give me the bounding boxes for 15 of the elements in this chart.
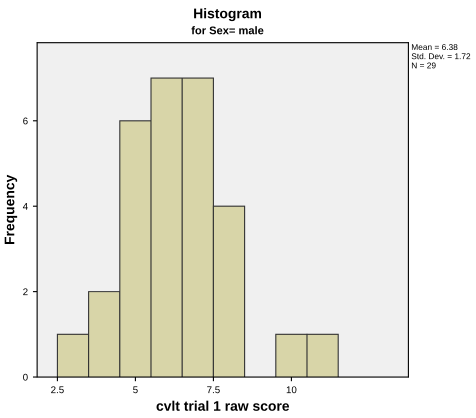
text: Mean = 6.38 [412, 44, 458, 50]
x-tick-label: 7.5 [207, 386, 220, 394]
y-tick-label: 2 [23, 288, 28, 296]
chart-subtitle: for Sex= male [191, 26, 264, 34]
x-tick-label: 2.5 [51, 386, 64, 394]
x-tick-label: 5 [133, 386, 138, 394]
x-tick-label: 10 [286, 386, 296, 394]
y-axis-title: Frequency [4, 174, 18, 244]
y-tick-label: 6 [23, 118, 28, 124]
chart-title: Histogram [194, 8, 262, 22]
text: N = 29 [412, 62, 436, 68]
y-tick-label: 0 [23, 374, 28, 381]
x-axis-title: cvlt trial 1 raw score [156, 400, 290, 411]
text: Std. Dev. = 1.72 [412, 53, 470, 60]
y-tick-label: 4 [22, 203, 28, 210]
